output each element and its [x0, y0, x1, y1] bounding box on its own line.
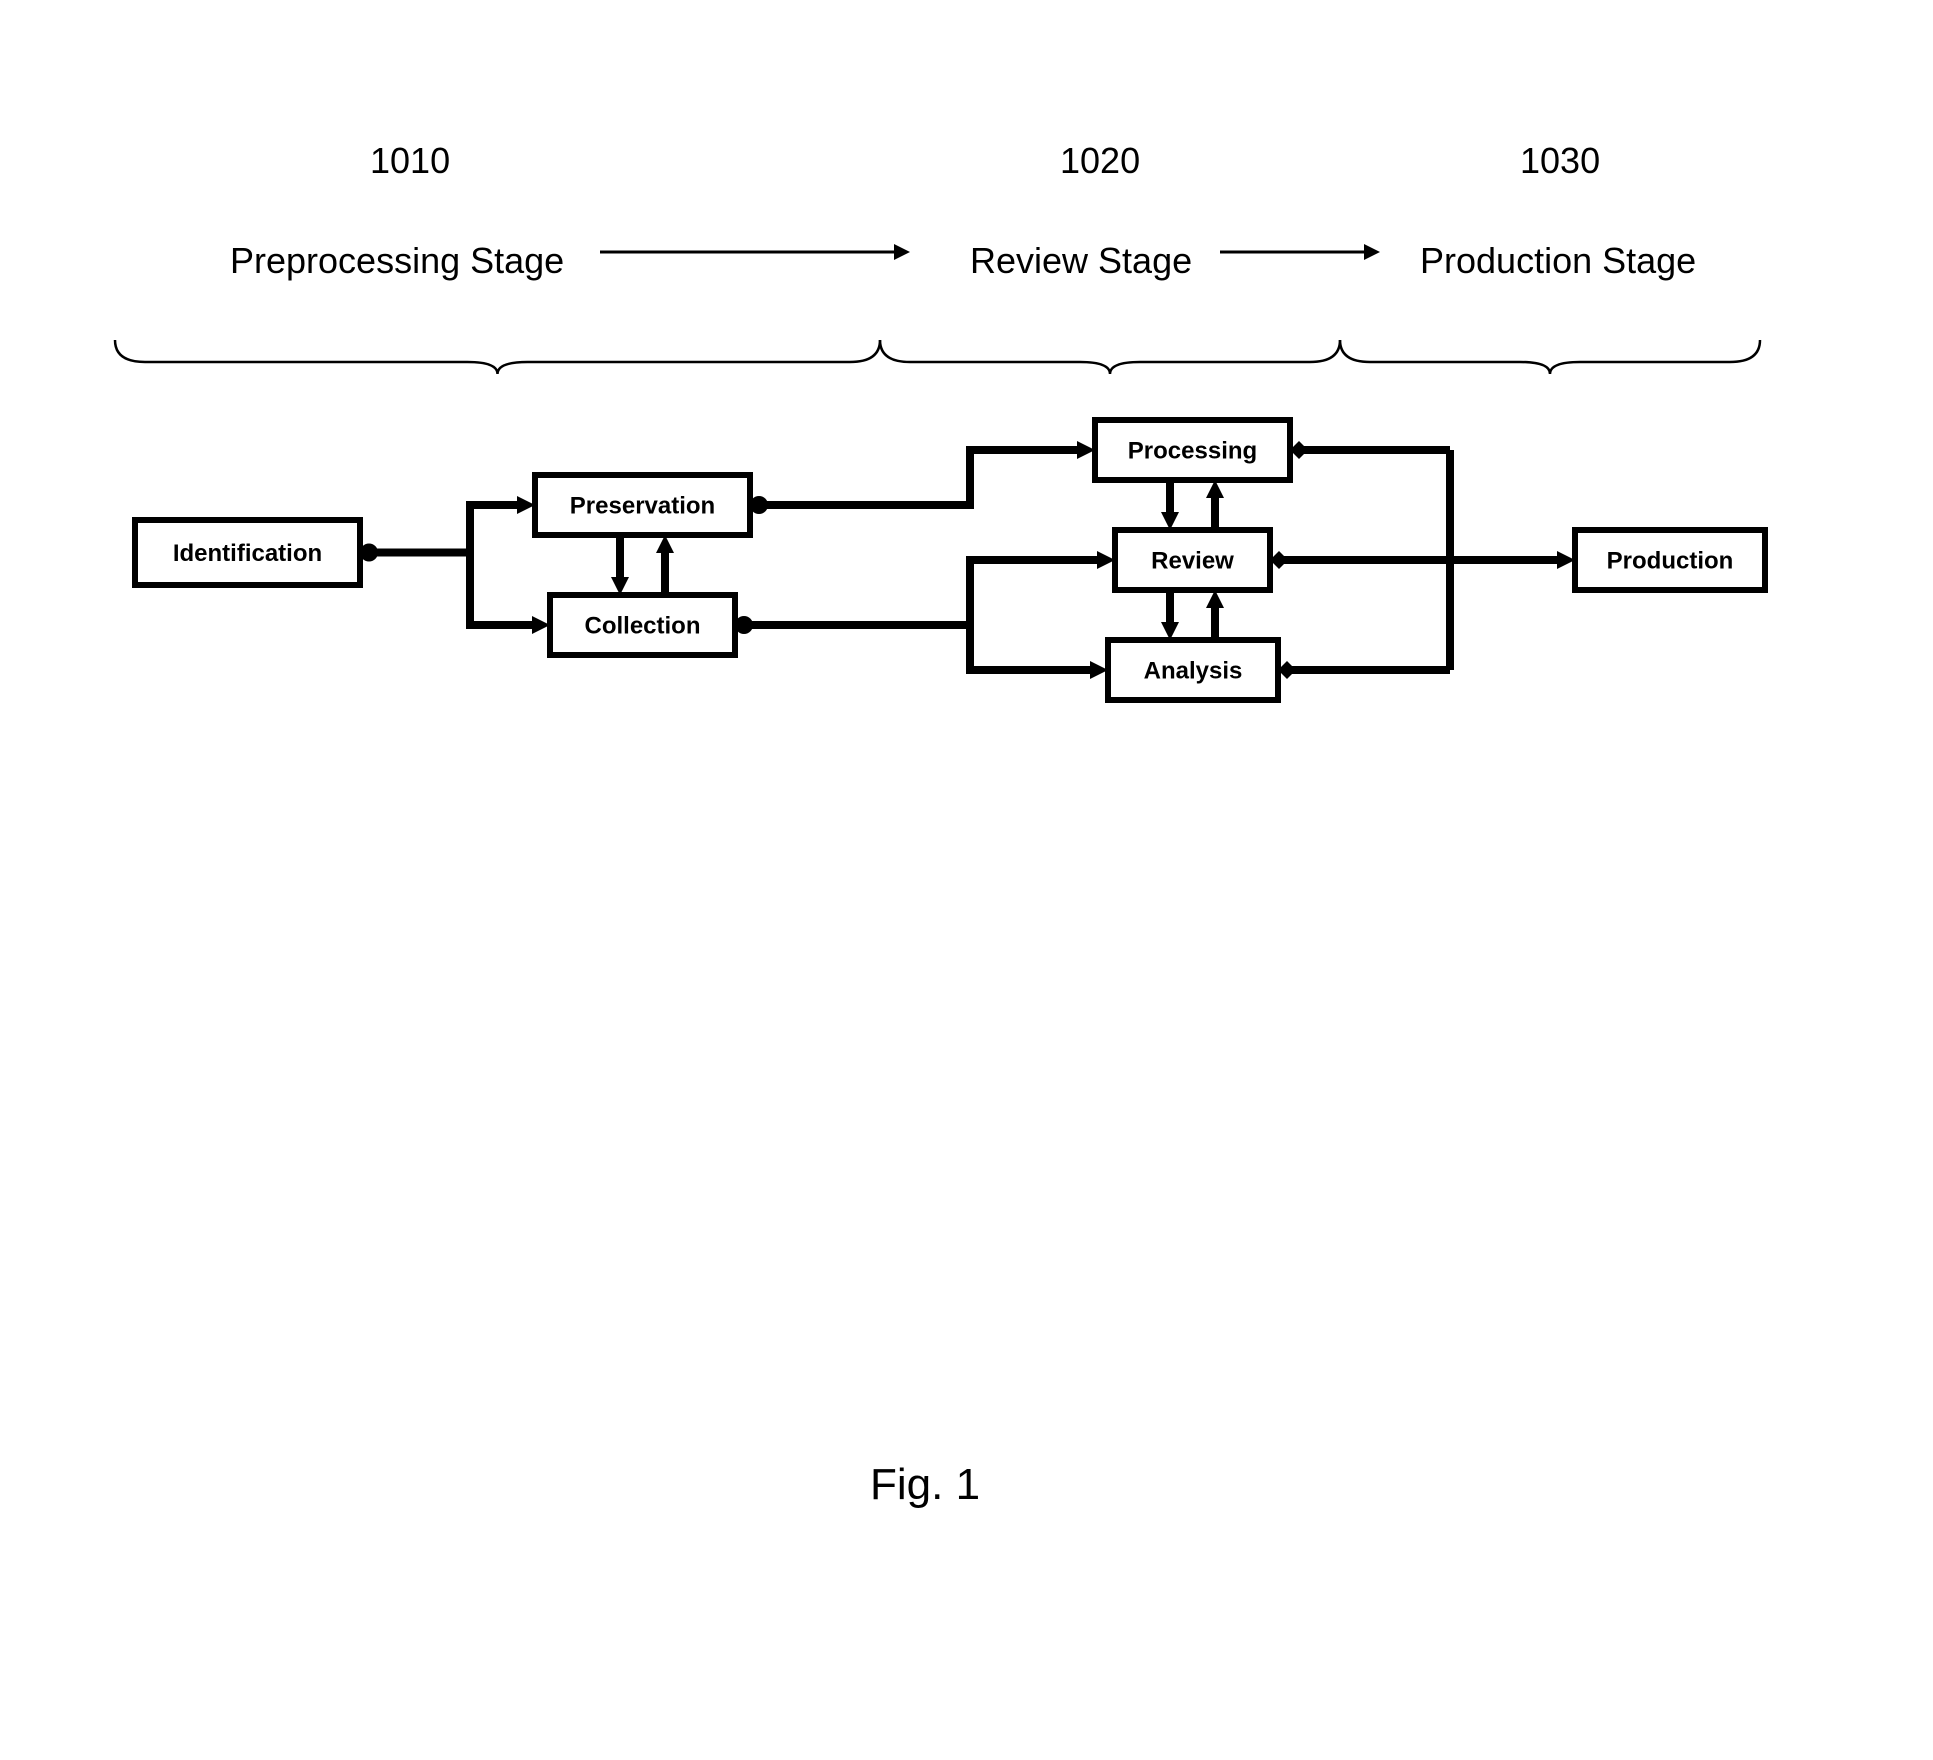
node-production: Production: [1575, 530, 1765, 590]
diagram-page: 1010 1020 1030 Preprocessing Stage Revie…: [0, 0, 1933, 1760]
svg-text:Identification: Identification: [173, 540, 322, 567]
node-review: Review: [1115, 530, 1270, 590]
node-identification: Identification: [135, 520, 360, 585]
svg-text:Analysis: Analysis: [1144, 657, 1243, 684]
svg-text:Preservation: Preservation: [570, 492, 715, 519]
svg-text:Production: Production: [1607, 547, 1734, 574]
svg-text:Processing: Processing: [1128, 437, 1257, 464]
node-collection: Collection: [550, 595, 735, 655]
node-analysis: Analysis: [1108, 640, 1278, 700]
svg-text:Collection: Collection: [584, 612, 700, 639]
svg-text:Review: Review: [1151, 547, 1234, 574]
node-processing: Processing: [1095, 420, 1290, 480]
flowchart-svg: Identification Preservation Collection Proc…: [0, 0, 1933, 1760]
node-preservation: Preservation: [535, 475, 750, 535]
